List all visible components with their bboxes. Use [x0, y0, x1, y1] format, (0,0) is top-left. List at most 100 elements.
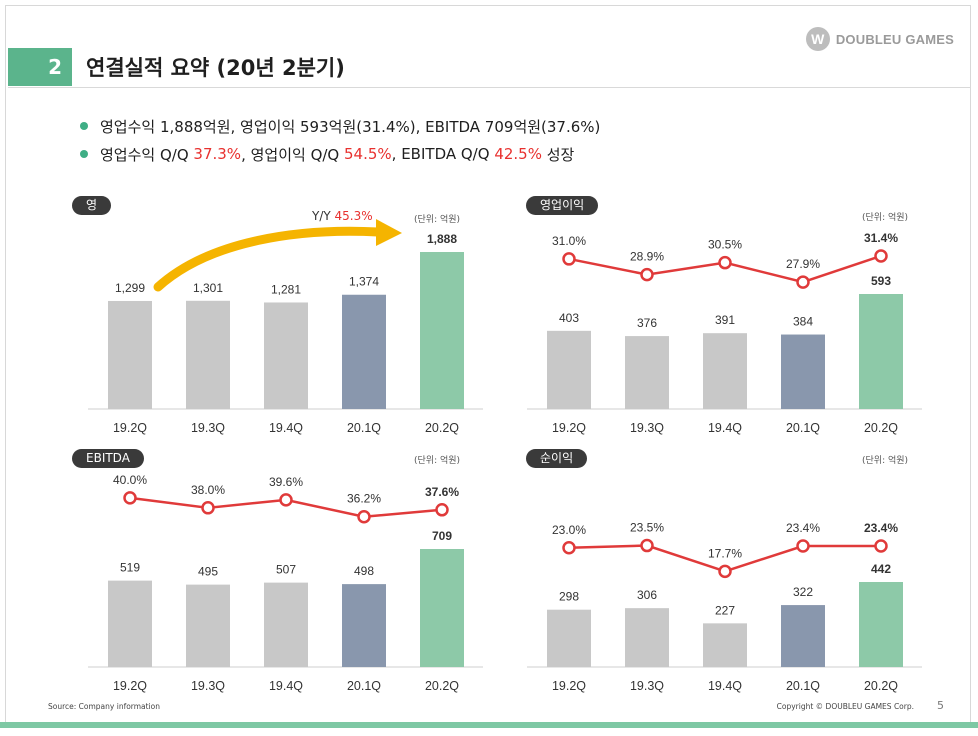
margin-point	[796, 539, 810, 553]
bar-value-label: 227	[715, 603, 735, 617]
op-income-unit-label: (단위: 억원)	[862, 213, 909, 223]
margin-point	[874, 539, 888, 553]
revenue-unit-label: (단위: 억원)	[414, 215, 461, 225]
bar-value-label: 442	[871, 562, 891, 576]
margin-point	[640, 267, 654, 282]
margin-point	[435, 503, 449, 517]
x-tick-label: 19.4Q	[708, 679, 742, 693]
x-tick-label: 19.3Q	[191, 679, 225, 693]
bullet-text: 성장	[541, 145, 575, 164]
margin-point	[640, 538, 654, 553]
margin-point	[562, 252, 576, 266]
margin-point	[718, 564, 732, 579]
revenue-yoy-annotation: Y/Y 45.3%	[312, 209, 373, 223]
margin-value-label: 27.9%	[786, 257, 820, 271]
bar-value-label: 322	[793, 585, 813, 599]
bar-value-label: 1,299	[115, 281, 145, 295]
bar-value-label: 498	[354, 564, 374, 578]
bar-value-label: 709	[432, 529, 452, 543]
title-divider	[8, 87, 971, 88]
bar	[703, 623, 747, 667]
margin-value-label: 36.2%	[347, 492, 381, 506]
margin-value-label: 30.5%	[708, 238, 742, 252]
x-tick-label: 20.1Q	[347, 421, 381, 435]
bar-value-label: 298	[559, 590, 579, 604]
bar	[342, 294, 386, 409]
x-tick-label: 19.2Q	[113, 421, 147, 435]
margin-point	[718, 255, 732, 270]
bullet-highlight: 54.5%	[344, 145, 392, 163]
bar	[547, 609, 591, 667]
ebitda-unit-label: (단위: 억원)	[414, 456, 461, 466]
yoy-arrow-icon	[153, 226, 383, 292]
margin-point	[201, 501, 215, 515]
bar	[264, 302, 308, 409]
x-tick-label: 19.3Q	[630, 679, 664, 693]
margin-value-label: 23.4%	[786, 521, 820, 535]
x-tick-label: 19.4Q	[708, 421, 742, 435]
margin-value-label: 40.0%	[113, 473, 147, 487]
bullet-text: , 영업이익 Q/Q	[241, 145, 345, 164]
bar-value-label: 391	[715, 313, 735, 327]
x-tick-label: 20.2Q	[425, 421, 459, 435]
margin-value-label: 38.0%	[191, 483, 225, 497]
company-logo: W DOUBLEU GAMES	[805, 27, 954, 51]
bullet-dot-icon	[80, 150, 88, 158]
bar	[781, 605, 825, 667]
section-number: 2	[8, 48, 72, 86]
x-tick-label: 20.1Q	[786, 679, 820, 693]
bullet-highlight: 37.3%	[193, 145, 242, 163]
logo-text: DOUBLEU GAMES	[835, 31, 954, 47]
bullet-text: 영업수익 Q/Q	[100, 145, 194, 164]
yoy-label: Y/Y	[312, 209, 335, 223]
bar	[108, 580, 152, 667]
x-tick-label: 19.2Q	[552, 421, 586, 435]
x-tick-label: 20.1Q	[786, 421, 820, 435]
x-tick-label: 20.2Q	[864, 679, 898, 693]
x-tick-label: 19.2Q	[552, 679, 586, 693]
margin-value-label: 31.0%	[552, 234, 586, 248]
bullet-highlight: 42.5%	[494, 145, 542, 163]
bar	[625, 608, 669, 667]
bullet-item: 영업수익 1,888억원, 영업이익 593억원(31.4%), EBITDA …	[80, 112, 600, 140]
margin-value-label: 31.4%	[864, 231, 898, 245]
net-income-unit-label: (단위: 억원)	[862, 456, 909, 466]
bar-value-label: 384	[793, 315, 813, 329]
margin-point	[357, 509, 371, 524]
margin-point	[279, 493, 293, 507]
bar	[186, 584, 230, 667]
bar-value-label: 1,888	[427, 232, 457, 246]
logo-mark-icon: W	[805, 27, 830, 51]
yoy-value: 45.3%	[334, 209, 373, 223]
bar	[859, 294, 903, 409]
x-tick-label: 19.3Q	[191, 421, 225, 435]
title-text: 연결실적 요약 (20년 2분기)	[86, 56, 345, 80]
bar-value-label: 1,301	[193, 281, 223, 295]
margin-value-label: 28.9%	[630, 250, 664, 264]
margin-point	[796, 275, 810, 289]
bar	[420, 549, 464, 667]
net-income-chart-title: 순이익	[526, 449, 588, 468]
page-number: 5	[937, 699, 944, 712]
summary-bullets: 영업수익 1,888억원, 영업이익 593억원(31.4%), EBITDA …	[80, 112, 600, 168]
bar	[781, 334, 825, 409]
margin-value-label: 39.6%	[269, 475, 303, 489]
yoy-arrowhead-icon	[376, 219, 402, 246]
bar	[547, 330, 591, 409]
bar-value-label: 507	[276, 563, 296, 577]
bar	[703, 333, 747, 409]
x-tick-label: 19.3Q	[630, 421, 664, 435]
revenue-chart-title: 영업수익	[72, 196, 112, 269]
bar-value-label: 376	[637, 316, 657, 330]
margin-value-label: 23.4%	[864, 521, 898, 535]
x-tick-label: 19.4Q	[269, 679, 303, 693]
bar-value-label: 1,281	[271, 282, 301, 296]
bar	[264, 582, 308, 667]
margin-point	[874, 249, 888, 263]
bar	[108, 300, 152, 409]
bar	[186, 300, 230, 409]
bullet-text: , EBITDA Q/Q	[391, 145, 495, 163]
bar-value-label: 306	[637, 588, 657, 602]
